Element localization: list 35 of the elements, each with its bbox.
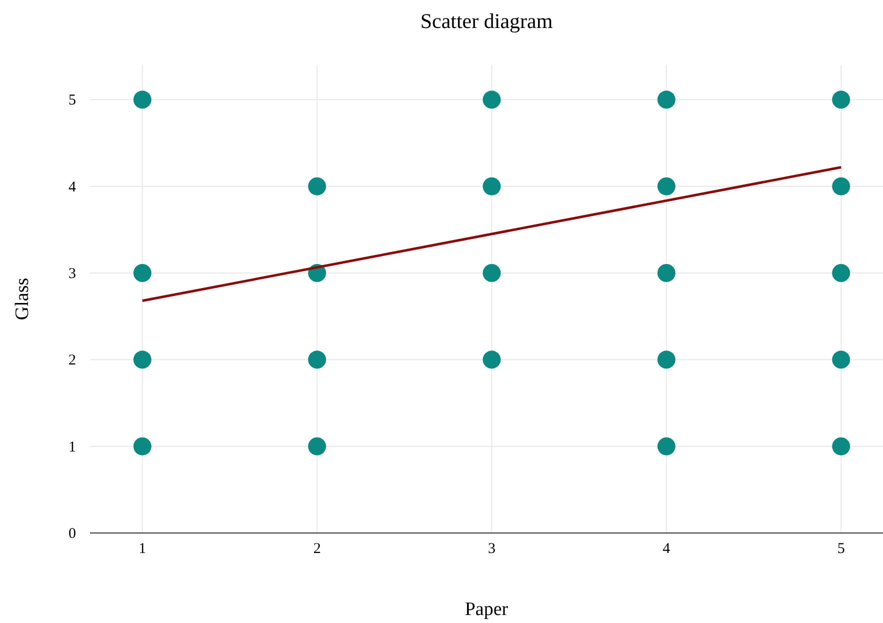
point (832, 264, 850, 282)
point (657, 350, 676, 369)
y-tick-label: 0 (68, 526, 76, 542)
point (308, 437, 326, 456)
y-tick-label: 2 (68, 352, 76, 369)
x-tick-label: 3 (488, 541, 496, 557)
x-axis-title: Paper (464, 599, 509, 620)
point (832, 350, 850, 369)
point (657, 437, 676, 456)
y-tick-label: 5 (68, 92, 76, 109)
y-axis-title: Glass (12, 278, 33, 320)
x-tick-label: 5 (837, 541, 845, 557)
y-tick-label: 3 (68, 266, 76, 282)
x-tick-label: 1 (138, 541, 146, 557)
point (133, 90, 152, 109)
point (133, 350, 152, 369)
y-tick-label: 4 (68, 179, 76, 196)
chart-title: Scatter diagram (420, 9, 553, 33)
point (133, 437, 152, 456)
point (657, 90, 676, 109)
point (308, 177, 326, 196)
point (308, 350, 326, 369)
x-tick-label: 2 (313, 541, 321, 557)
x-tick-label: 4 (662, 541, 671, 557)
y-tick-label: 1 (68, 439, 76, 456)
point (133, 264, 152, 282)
point (482, 90, 501, 109)
point (832, 177, 850, 196)
point (482, 350, 501, 369)
point (482, 264, 501, 282)
point (832, 437, 850, 456)
point (832, 90, 850, 109)
point (657, 264, 676, 282)
point (657, 177, 676, 196)
point (482, 177, 501, 196)
